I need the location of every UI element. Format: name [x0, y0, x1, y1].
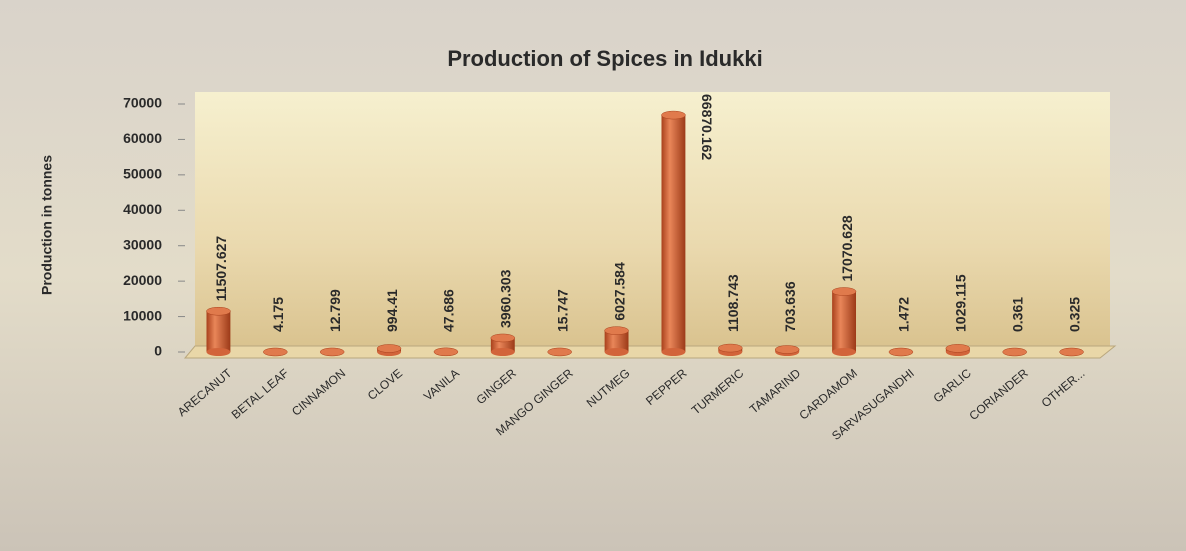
- bar-cap: [774, 345, 800, 354]
- y-tick-label: 0: [154, 343, 162, 359]
- bar-base: [661, 348, 686, 356]
- y-tick-label: 50000: [123, 166, 162, 182]
- bar: [661, 115, 686, 353]
- data-label: 66870.162: [699, 94, 715, 160]
- y-axis-label: Production in tonnes: [39, 155, 55, 295]
- data-label: 1029.115: [953, 274, 969, 332]
- bar-cap: [888, 347, 914, 357]
- bar-cap: [263, 347, 288, 357]
- bar-cap: [945, 344, 971, 353]
- bar-cap: [376, 344, 402, 353]
- y-tick-label: 70000: [123, 95, 162, 111]
- chart-title: Production of Spices in Idukki: [447, 46, 762, 71]
- bar-cap: [319, 347, 345, 357]
- data-label: 17070.628: [839, 215, 855, 281]
- data-label: 11507.627: [213, 236, 229, 302]
- data-label: 6027.584: [611, 262, 627, 321]
- data-label: 703.636: [782, 281, 798, 332]
- bar-cap: [1059, 347, 1084, 357]
- y-tick-label: 20000: [123, 272, 162, 288]
- plot-area: [195, 92, 1110, 350]
- data-label: 4.175: [270, 297, 286, 332]
- data-label: 994.41: [384, 289, 400, 332]
- data-label: 1.472: [896, 297, 912, 332]
- bar-cap: [547, 347, 572, 357]
- bar-cap: [661, 110, 686, 120]
- data-label: 12.799: [327, 289, 343, 332]
- bar: [206, 311, 231, 352]
- data-label: 0.361: [1009, 297, 1025, 332]
- data-label: 3960.303: [498, 269, 514, 328]
- bar-cap: [831, 287, 857, 296]
- data-label: 47.686: [441, 289, 457, 332]
- bar-base: [604, 348, 629, 356]
- data-label: 1108.743: [725, 274, 741, 332]
- y-tick-label: 30000: [123, 236, 162, 252]
- bar-cap: [604, 326, 629, 335]
- y-tick-label: 60000: [123, 130, 162, 146]
- data-label: 0.325: [1066, 297, 1082, 332]
- bar-cap: [718, 343, 743, 353]
- bar-cap: [490, 333, 516, 343]
- bar-cap: [433, 347, 459, 357]
- bar-base: [832, 348, 857, 356]
- bar: [832, 291, 857, 352]
- bar-cap: [1002, 347, 1027, 357]
- bar-base: [490, 348, 515, 356]
- data-label: 15.747: [554, 289, 570, 332]
- bar-base: [206, 348, 231, 356]
- bar: [604, 330, 629, 352]
- bar-cap: [206, 306, 231, 316]
- y-tick-label: 10000: [123, 307, 162, 323]
- y-tick-label: 40000: [123, 201, 162, 217]
- floor: [183, 345, 1117, 359]
